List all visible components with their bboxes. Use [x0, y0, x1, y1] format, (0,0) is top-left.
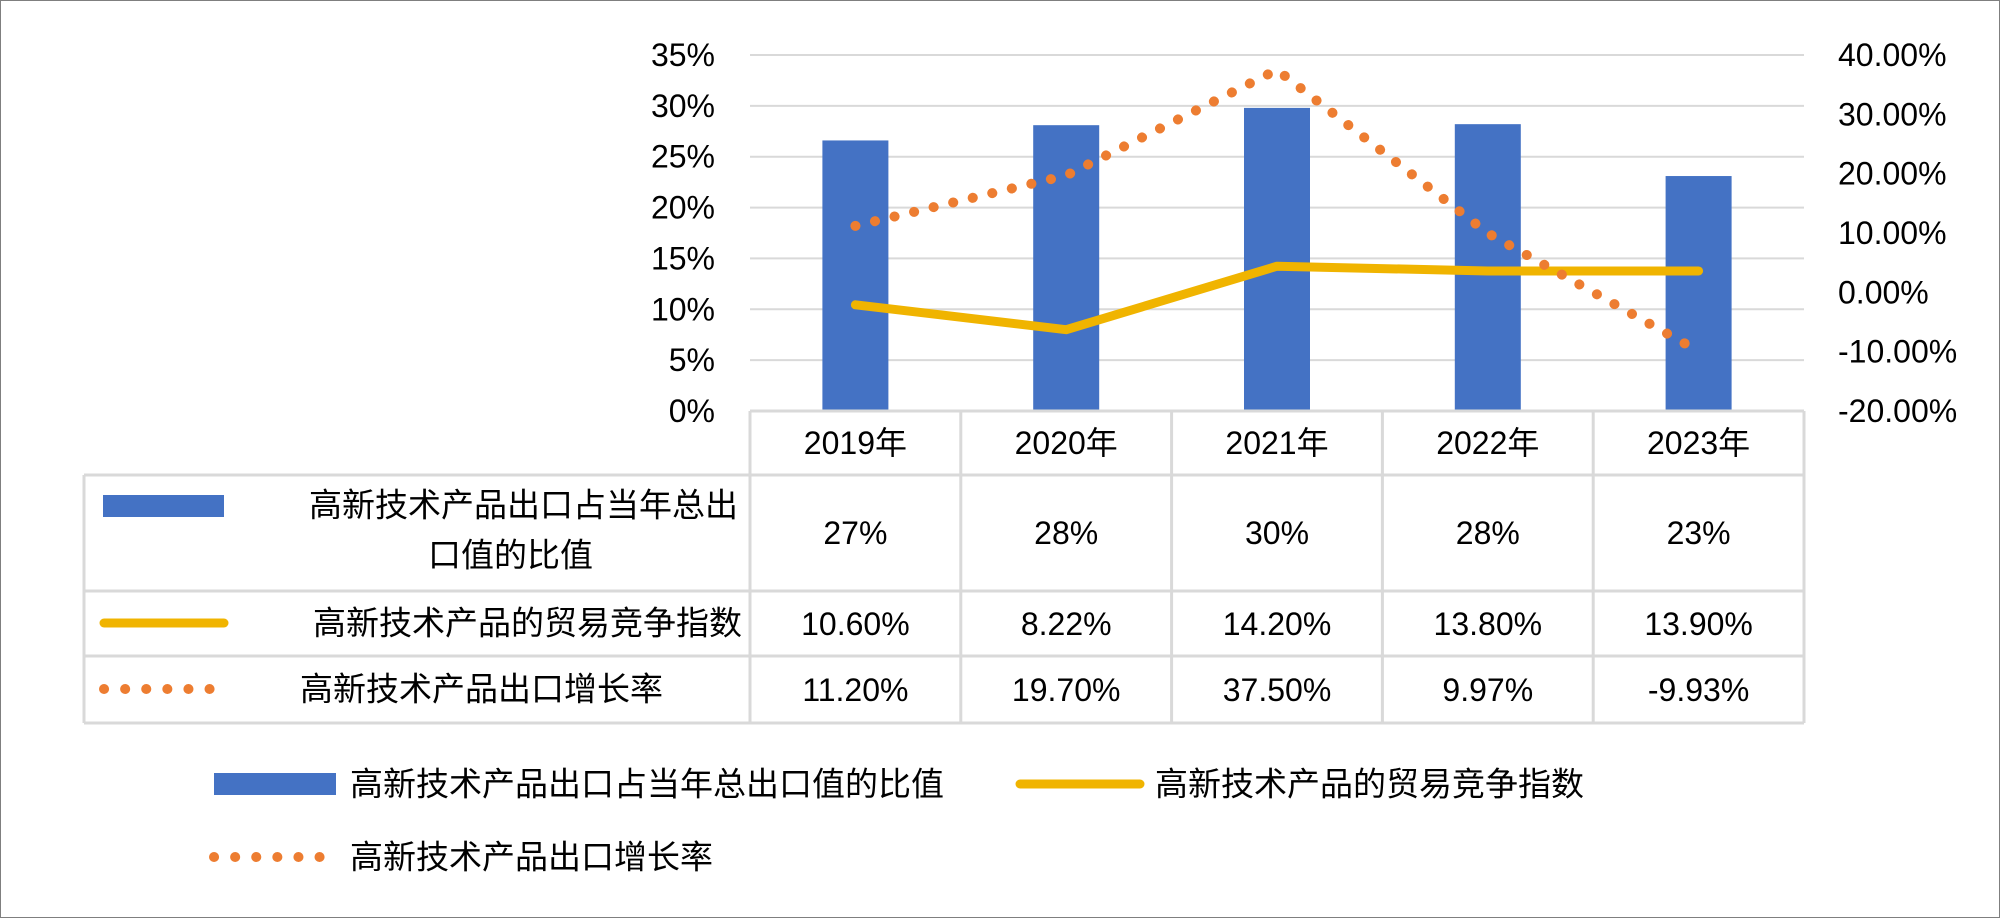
table-value: 8.22% — [1021, 606, 1112, 642]
table-value: 23% — [1667, 515, 1731, 551]
table-value: 19.70% — [1012, 672, 1121, 708]
right-axis-tick-label: 10.00% — [1838, 215, 1947, 251]
table-value: 37.50% — [1223, 672, 1332, 708]
left-axis-tick-label: 0% — [669, 393, 715, 429]
category-label: 2023年 — [1647, 425, 1750, 461]
table-value: -9.93% — [1648, 672, 1749, 708]
left-axis-tick-label: 35% — [651, 37, 715, 73]
right-axis-tick-label: -20.00% — [1838, 393, 1957, 429]
bar — [1665, 176, 1732, 411]
left-axis-tick-label: 15% — [651, 240, 715, 276]
left-axis-tick-label: 20% — [651, 190, 715, 226]
legend-key-bar — [214, 773, 336, 795]
table-value: 11.20% — [802, 672, 908, 708]
bar — [822, 140, 889, 411]
table-value: 13.90% — [1644, 606, 1753, 642]
table-value: 14.20% — [1223, 606, 1332, 642]
table-row-label: 高新技术产品出口占当年总出 — [309, 486, 738, 525]
table-value: 30% — [1245, 515, 1309, 551]
right-axis-tick-label: -10.00% — [1838, 334, 1957, 370]
category-label: 2019年 — [804, 425, 907, 461]
left-axis-tick-label: 10% — [651, 291, 715, 327]
category-label: 2020年 — [1015, 425, 1118, 461]
growth-rate-line — [850, 64, 1704, 357]
right-axis-tick-label: 0.00% — [1838, 274, 1929, 310]
table-row-label: 高新技术产品出口增长率 — [300, 670, 663, 709]
table-row-label: 口值的比值 — [428, 536, 593, 575]
left-axis-tick-label: 5% — [669, 342, 715, 378]
table-value: 27% — [823, 515, 887, 551]
left-axis-tick-label: 25% — [651, 139, 715, 175]
legend-label: 高新技术产品出口占当年总出口值的比值 — [350, 765, 944, 804]
right-axis-tick-label: 30.00% — [1838, 96, 1947, 132]
table-value: 10.60% — [801, 606, 910, 642]
table-value: 28% — [1034, 515, 1098, 551]
table-value: 28% — [1456, 515, 1520, 551]
table-row-label: 高新技术产品的贸易竞争指数 — [313, 604, 742, 643]
category-label: 2022年 — [1436, 425, 1539, 461]
right-axis-tick-label: 40.00% — [1838, 37, 1947, 73]
table-key-bar — [103, 495, 224, 517]
table-value: 9.97% — [1442, 672, 1533, 708]
category-label: 2021年 — [1225, 425, 1328, 461]
legend-label: 高新技术产品的贸易竞争指数 — [1155, 765, 1584, 804]
table-value: 13.80% — [1434, 606, 1543, 642]
left-axis-tick-label: 30% — [651, 88, 715, 124]
legend-label: 高新技术产品出口增长率 — [350, 838, 713, 877]
right-axis-tick-label: 20.00% — [1838, 156, 1947, 192]
bar — [1244, 107, 1310, 412]
